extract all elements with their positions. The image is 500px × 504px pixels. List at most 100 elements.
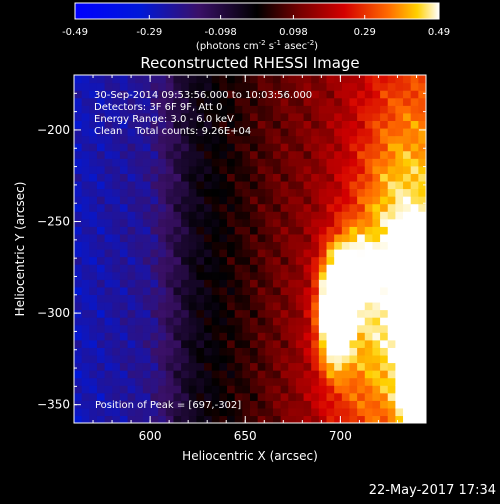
heatmap-cell bbox=[204, 165, 213, 174]
heatmap-cell bbox=[211, 211, 220, 220]
heatmap-cell bbox=[403, 105, 412, 114]
heatmap-cell bbox=[242, 90, 251, 99]
heatmap-cell bbox=[372, 135, 381, 144]
heatmap-cell bbox=[188, 188, 198, 197]
heatmap-cell bbox=[334, 233, 343, 243]
heatmap-cell bbox=[380, 354, 389, 364]
heatmap-cell bbox=[357, 294, 366, 303]
heatmap-cell bbox=[334, 407, 343, 417]
heatmap-cell bbox=[242, 400, 251, 409]
heatmap-cell bbox=[311, 173, 320, 182]
heatmap-cell bbox=[410, 203, 419, 212]
heatmap-cell bbox=[403, 165, 412, 174]
heatmap-cell bbox=[158, 332, 167, 341]
heatmap-cell bbox=[112, 75, 121, 84]
heatmap-cell bbox=[265, 271, 274, 280]
heatmap-cell bbox=[219, 286, 228, 295]
heatmap-cell bbox=[349, 385, 358, 394]
heatmap-cell bbox=[311, 97, 320, 106]
heatmap-cell bbox=[326, 233, 335, 243]
heatmap-cell bbox=[357, 211, 366, 220]
heatmap-cell bbox=[173, 354, 182, 364]
heatmap-cell bbox=[418, 165, 426, 174]
heatmap-cell bbox=[357, 309, 366, 318]
heatmap-cell bbox=[311, 143, 320, 152]
heatmap-cell bbox=[318, 332, 328, 341]
heatmap-cell bbox=[112, 377, 121, 386]
heatmap-cell bbox=[403, 143, 412, 152]
heatmap-cell bbox=[158, 127, 167, 137]
heatmap-cell bbox=[227, 188, 236, 197]
heatmap-cell bbox=[326, 279, 335, 288]
heatmap-cell bbox=[311, 332, 320, 341]
heatmap-cell bbox=[272, 385, 282, 394]
heatmap-cell bbox=[380, 294, 389, 303]
heatmap-cell bbox=[119, 347, 129, 356]
heatmap-cell bbox=[173, 188, 182, 197]
heatmap-cell bbox=[364, 226, 374, 235]
heatmap-cell bbox=[280, 370, 289, 379]
heatmap-cell bbox=[349, 264, 358, 273]
heatmap-cell bbox=[142, 347, 152, 356]
heatmap-cell bbox=[403, 354, 412, 364]
heatmap-cell bbox=[135, 279, 144, 288]
heatmap-cell bbox=[410, 241, 419, 250]
heatmap-cell bbox=[250, 218, 259, 227]
heatmap-cell bbox=[242, 165, 251, 174]
heatmap-cell bbox=[395, 249, 404, 258]
heatmap-cell bbox=[96, 347, 106, 356]
heatmap-cell bbox=[196, 135, 205, 144]
heatmap-cell bbox=[364, 294, 374, 303]
heatmap-cell bbox=[227, 286, 236, 295]
heatmap-cell bbox=[311, 377, 320, 386]
heatmap-cell bbox=[280, 105, 289, 114]
heatmap-cell bbox=[418, 75, 426, 84]
heatmap-cell bbox=[349, 400, 358, 409]
heatmap-cell bbox=[326, 143, 335, 152]
heatmap-cell bbox=[181, 158, 190, 167]
heatmap-cell bbox=[181, 75, 190, 84]
heatmap-cell bbox=[418, 354, 426, 364]
heatmap-cell bbox=[142, 271, 152, 280]
heatmap-cell bbox=[227, 135, 236, 144]
heatmap-cell bbox=[127, 324, 136, 333]
heatmap-cell bbox=[188, 165, 198, 174]
heatmap-cell bbox=[227, 362, 236, 371]
heatmap-cell bbox=[288, 226, 297, 235]
heatmap-cell bbox=[250, 377, 259, 386]
heatmap-cell bbox=[387, 377, 396, 386]
heatmap-cell bbox=[234, 188, 243, 197]
heatmap-cell bbox=[112, 180, 121, 190]
heatmap-cell bbox=[119, 377, 129, 386]
heatmap-cell bbox=[119, 400, 129, 409]
heatmap-cell bbox=[334, 385, 343, 394]
heatmap-cell bbox=[311, 120, 320, 129]
heatmap-cell bbox=[380, 233, 389, 243]
heatmap-cell bbox=[380, 415, 389, 423]
heatmap-cell bbox=[403, 407, 412, 417]
heatmap-cell bbox=[257, 75, 266, 84]
colorbar-unit-label: (photons cm-2 s-1 asec-2) bbox=[196, 39, 318, 52]
heatmap-cell bbox=[380, 324, 389, 333]
heatmap-cell bbox=[272, 256, 282, 265]
heatmap-cell bbox=[326, 211, 335, 220]
heatmap-cell bbox=[96, 143, 106, 152]
heatmap-cell bbox=[364, 188, 374, 197]
heatmap-cell bbox=[96, 90, 106, 99]
heatmap-cell bbox=[410, 218, 419, 227]
heatmap-cell bbox=[349, 362, 358, 371]
heatmap-cell bbox=[250, 97, 259, 106]
heatmap-cell bbox=[272, 279, 282, 288]
heatmap-cell bbox=[311, 112, 320, 121]
heatmap-cell bbox=[272, 339, 282, 348]
heatmap-cell bbox=[188, 196, 198, 205]
heatmap-cell bbox=[410, 377, 419, 386]
heatmap-cell bbox=[119, 385, 129, 394]
heatmap-cell bbox=[403, 82, 412, 91]
heatmap-cell bbox=[341, 354, 351, 364]
heatmap-cell bbox=[150, 82, 159, 91]
heatmap-cell bbox=[196, 90, 205, 99]
heatmap-cell bbox=[234, 256, 243, 265]
heatmap-cell bbox=[173, 226, 182, 235]
heatmap-cell bbox=[326, 105, 335, 114]
